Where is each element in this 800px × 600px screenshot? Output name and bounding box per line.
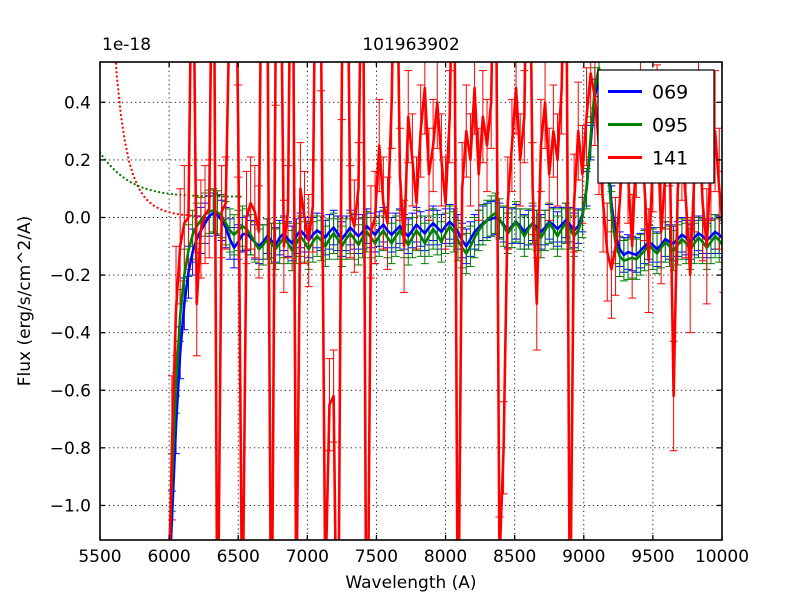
legend-label-069: 069	[652, 82, 688, 104]
x-tick-label: 10000	[695, 547, 749, 567]
dotted-model-curve	[114, 62, 201, 218]
x-axis-label: Wavelength (A)	[345, 573, 476, 593]
series-line-069	[169, 72, 722, 540]
y-tick-label: −0.8	[50, 439, 91, 459]
y-tick-label: −0.2	[50, 266, 91, 286]
legend-label-141: 141	[652, 148, 688, 170]
x-tick-label: 8500	[493, 547, 536, 567]
y-tick-label: 0.2	[64, 151, 91, 171]
x-tick-label: 5500	[78, 547, 121, 567]
y-tick-label: −1.0	[50, 496, 91, 516]
legend-label-095: 095	[652, 115, 688, 137]
chart-title: 101963902	[362, 35, 459, 55]
x-tick-label: 9000	[562, 547, 605, 567]
dotted-model-curve	[100, 151, 243, 198]
x-tick-label: 6000	[147, 547, 190, 567]
axes-frame	[99, 61, 723, 541]
y-axis-label: Flux (erg/s/cm^2/A)	[15, 216, 35, 387]
axis-ticks: 5500 6000 6500 7000 7500 8000 8500 9000 9500 1000…	[50, 62, 749, 567]
y-axis-offset-text: 1e-18	[102, 35, 151, 55]
x-tick-label: 8000	[424, 547, 467, 567]
series-line-141	[168, 62, 722, 540]
series-line-095	[168, 66, 722, 540]
x-tick-label: 7500	[355, 547, 398, 567]
x-tick-label: 7000	[286, 547, 329, 567]
x-tick-label: 6500	[217, 547, 260, 567]
y-tick-label: −0.4	[50, 324, 91, 344]
legend-box	[597, 69, 715, 184]
x-tick-label: 9500	[631, 547, 674, 567]
y-tick-label: 0.4	[64, 93, 91, 113]
legend[interactable]: 069 095 141	[597, 69, 715, 184]
plot-border	[99, 61, 723, 541]
y-tick-label: 0.0	[64, 208, 91, 228]
y-tick-label: −0.6	[50, 381, 91, 401]
